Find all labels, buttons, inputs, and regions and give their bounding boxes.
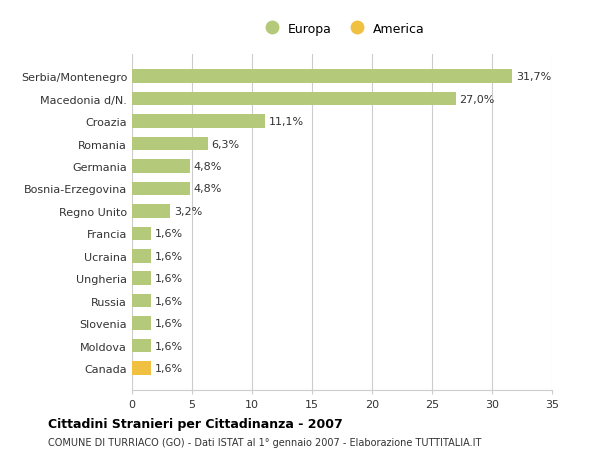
Bar [132,227,151,241]
Text: 4,8%: 4,8% [193,162,221,172]
Text: 1,6%: 1,6% [155,229,183,239]
Bar [132,115,265,129]
Text: 1,6%: 1,6% [155,341,183,351]
Bar [132,182,190,196]
Text: 4,8%: 4,8% [193,184,221,194]
Bar [132,160,190,174]
Bar [132,317,151,330]
Bar [132,362,151,375]
Bar [132,138,208,151]
Text: 27,0%: 27,0% [460,95,495,104]
Text: Cittadini Stranieri per Cittadinanza - 2007: Cittadini Stranieri per Cittadinanza - 2… [48,417,343,430]
Bar [132,339,151,353]
Text: 3,2%: 3,2% [174,207,202,216]
Text: 1,6%: 1,6% [155,274,183,284]
Bar [132,272,151,285]
Bar [132,93,456,106]
Bar [132,250,151,263]
Text: 31,7%: 31,7% [516,72,551,82]
Bar [132,205,170,218]
Text: 1,6%: 1,6% [155,319,183,328]
Text: 1,6%: 1,6% [155,296,183,306]
Bar [132,294,151,308]
Text: COMUNE DI TURRIACO (GO) - Dati ISTAT al 1° gennaio 2007 - Elaborazione TUTTITALI: COMUNE DI TURRIACO (GO) - Dati ISTAT al … [48,437,481,447]
Text: 1,6%: 1,6% [155,363,183,373]
Text: 6,3%: 6,3% [211,139,239,149]
Legend: Europa, America: Europa, America [254,18,430,41]
Bar [132,70,512,84]
Text: 1,6%: 1,6% [155,251,183,261]
Text: 11,1%: 11,1% [269,117,304,127]
